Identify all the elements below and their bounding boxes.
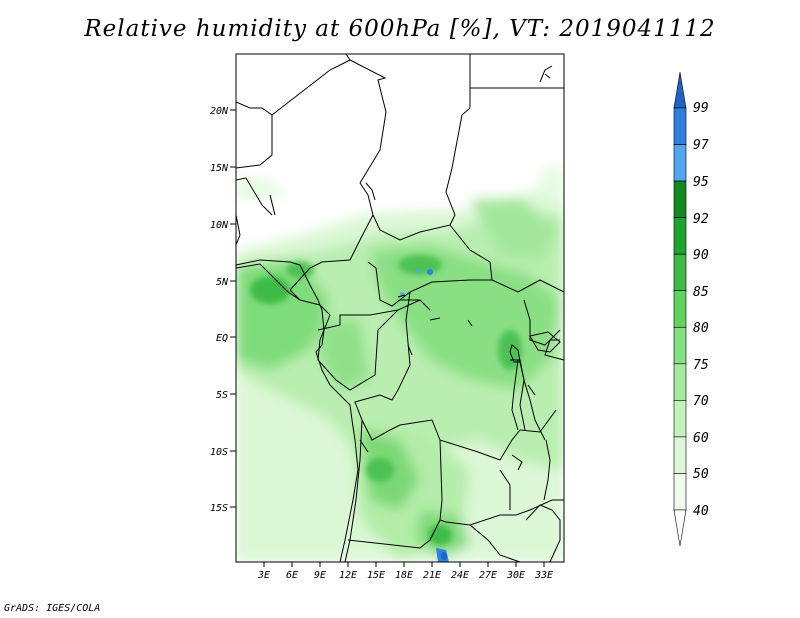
colorbar-label: 75 [693, 358, 709, 373]
lon-label: 30E [506, 570, 525, 581]
colorbar-label: 90 [693, 248, 709, 263]
colorbar-label: 97 [693, 138, 709, 153]
country-borders [236, 54, 564, 562]
lon-label: 3E [257, 570, 270, 581]
lat-label: 15N [210, 163, 229, 174]
lon-label: 9E [314, 570, 326, 581]
colorbar-label: 80 [693, 321, 709, 336]
colorbar-label: 99 [693, 101, 709, 116]
colorbar-label: 85 [693, 285, 709, 300]
lon-label: 15E [367, 570, 385, 581]
colorbar-label: 95 [693, 175, 709, 190]
colorbar-segment [673, 71, 687, 109]
colorbar-segment [673, 326, 687, 365]
map-frame [235, 53, 565, 563]
colorbar-segments [673, 71, 687, 547]
map-title: Relative humidity at 600hPa [%], VT: 201… [84, 16, 716, 42]
colorbar-segment [673, 217, 687, 255]
colorbar-segment [673, 253, 687, 292]
colorbar-label: 92 [693, 212, 709, 227]
lon-label: 21E [423, 570, 441, 581]
lat-label: 10S [210, 447, 228, 458]
coastline [236, 65, 561, 562]
lon-label: 18E [395, 570, 413, 581]
lat-label: 20N [210, 106, 229, 117]
humidity-field [236, 165, 564, 562]
colorbar-segment [673, 107, 687, 145]
colorbar-segment [673, 363, 687, 401]
lon-label: 24E [451, 570, 469, 581]
lat-label: 5N [216, 277, 229, 288]
lon-label: 27E [479, 570, 497, 581]
colorbar-label: 60 [693, 431, 709, 446]
colorbar-segment [673, 509, 687, 547]
longitude-axis [263, 562, 545, 567]
latitude-axis [230, 109, 236, 508]
colorbar-segment [673, 400, 687, 438]
lat-label: 15S [210, 503, 228, 514]
colorbar-label: 70 [693, 394, 709, 409]
colorbar-label: 50 [693, 467, 709, 482]
colorbar-label: 40 [693, 504, 709, 519]
colorbar-segment [673, 436, 687, 474]
lat-label: 10N [210, 220, 229, 231]
lon-label: 33E [534, 570, 553, 581]
colorbar-segment [673, 180, 687, 218]
longitude-labels: 3E 6E 9E 12E 15E 18E 21E 24E 27E 30E 33E [257, 570, 553, 581]
lon-label: 12E [339, 570, 357, 581]
colorbar-labels: 99 97 95 92 90 85 80 75 70 60 50 40 [693, 101, 709, 519]
lon-label: 6E [286, 570, 298, 581]
credit-label: GrADS: IGES/COLA [4, 603, 101, 614]
latitude-labels: 20N 15N 10N 5N EQ 5S 10S 15S [210, 106, 229, 514]
colorbar: 99 97 95 92 90 85 80 75 70 60 50 40 [673, 71, 709, 547]
lat-label: 5S [216, 390, 228, 401]
colorbar-segment [673, 473, 687, 511]
lat-label: EQ [216, 333, 228, 344]
colorbar-segment [673, 144, 687, 182]
colorbar-segment [673, 290, 687, 328]
